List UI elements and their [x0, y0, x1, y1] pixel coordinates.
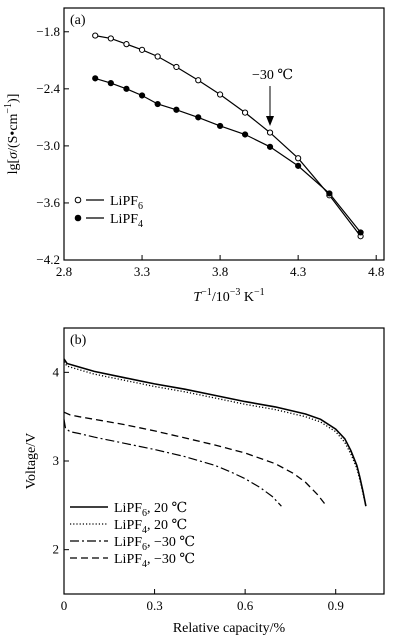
x-tick-label: 4.3: [290, 264, 306, 279]
panel-a-ticks: 2.8 3.3 3.8 4.3 4.8 −1.8 −2.4 −3.0 −3.6 −4.2: [36, 24, 384, 279]
series-line-dashdot: [63, 419, 282, 507]
panel-a-annotation: −30 ℃: [252, 68, 293, 126]
data-point-lipf6: [241, 109, 249, 116]
panel-a-label: (a): [70, 13, 86, 28]
x-tick-label: 0.3: [146, 598, 162, 613]
temperature-annotation: −30 ℃: [252, 68, 293, 83]
data-point-lipf6: [92, 32, 99, 39]
x-tick-label: 0.6: [237, 598, 254, 613]
data-point-lipf6: [138, 46, 146, 53]
data-point-lipf4: [173, 106, 180, 113]
x-tick-label: 0.9: [328, 598, 344, 613]
legend-marker: [74, 196, 82, 204]
data-point-lipf4: [216, 122, 224, 130]
data-point-lipf4: [92, 75, 99, 82]
data-point-lipf6: [107, 35, 114, 42]
panel-b-label: (b): [70, 333, 87, 348]
panel-a-x-axis-label: T−1/10−3 K−1: [193, 287, 264, 305]
series-line-solid: [63, 358, 367, 507]
data-point-lipf4: [107, 80, 114, 87]
data-point-lipf4: [295, 162, 302, 169]
y-tick-label: −2.4: [36, 81, 60, 96]
y-tick-label: −3.0: [36, 138, 60, 153]
data-point-lipf6: [295, 155, 302, 162]
panel-b-y-axis-label: Voltage/V: [24, 433, 39, 490]
legend-entry: LiPF4, −30 ℃: [114, 552, 195, 570]
series-line-lipf4: [95, 77, 362, 233]
panel-b-x-axis-label: Relative capacity/%: [173, 621, 286, 636]
data-point-lipf4: [123, 85, 130, 92]
data-point-lipf6: [154, 53, 161, 60]
y-tick-label: 2: [53, 542, 60, 557]
x-tick-label: 0: [61, 598, 68, 613]
legend-entry: LiPF6: [110, 194, 143, 212]
data-point-lipf4: [357, 229, 364, 236]
data-point-lipf6: [216, 91, 224, 98]
data-point-lipf4: [195, 114, 202, 121]
legend-entry: LiPF4, 20 ℃: [114, 518, 187, 536]
y-tick-label: 4: [53, 364, 60, 379]
data-point-lipf4: [266, 143, 274, 150]
series-line-dotted: [63, 361, 367, 507]
panel-b-frame: [63, 327, 385, 595]
y-tick-label: −4.2: [36, 252, 60, 267]
y-tick-label: −1.8: [36, 24, 60, 39]
x-tick-label: 3.8: [212, 264, 228, 279]
legend-marker: [74, 214, 82, 222]
legend-entry: LiPF6, 20 ℃: [114, 501, 187, 519]
annotation-arrowhead: [266, 116, 274, 126]
data-point-lipf6: [123, 41, 130, 48]
y-tick-label: 3: [53, 453, 60, 468]
panel-a-data-points: [92, 32, 364, 240]
data-point-lipf6: [195, 77, 202, 84]
panel-a-frame: [63, 7, 385, 261]
data-point-lipf4: [138, 92, 146, 99]
x-tick-label: 2.8: [56, 264, 72, 279]
panel-b-ticks: 0 0.3 0.6 0.9 2 3 4: [53, 364, 344, 613]
data-point-lipf4: [154, 100, 161, 108]
x-tick-label: 3.3: [134, 264, 150, 279]
data-point-lipf4: [241, 131, 249, 138]
y-tick-label: −3.6: [36, 195, 60, 210]
data-point-lipf6: [173, 63, 180, 71]
panel-a-y-axis-label: lg[σ/(S•cm−1)]: [3, 94, 21, 175]
panel-b-series-lines: [63, 358, 367, 507]
data-point-lipf4: [326, 190, 333, 197]
legend-entry: LiPF6, −30 ℃: [114, 535, 195, 553]
legend-entry: LiPF4: [110, 212, 143, 230]
data-point-lipf6: [266, 129, 274, 136]
panel-a-conductivity-chart: (a) 2.8 3.3 3.8 4.3 4.8−1.8−2.4−3.0−3.6−4.2 …: [3, 7, 385, 305]
x-tick-label: 4.8: [368, 264, 384, 279]
